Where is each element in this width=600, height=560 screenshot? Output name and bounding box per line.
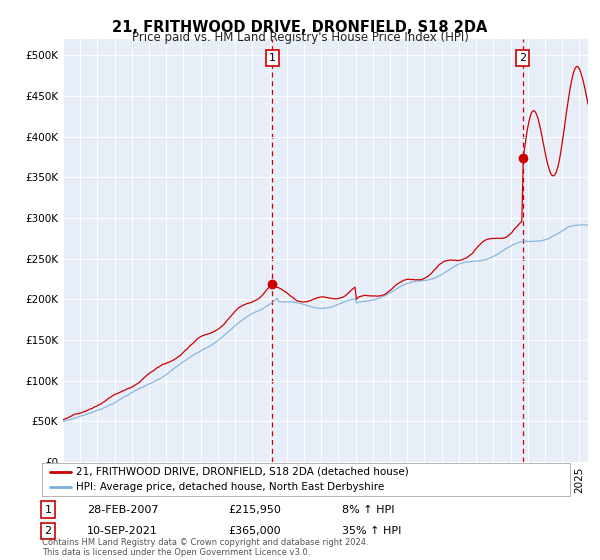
Text: Price paid vs. HM Land Registry's House Price Index (HPI): Price paid vs. HM Land Registry's House … bbox=[131, 31, 469, 44]
Text: Contains HM Land Registry data © Crown copyright and database right 2024.
This d: Contains HM Land Registry data © Crown c… bbox=[42, 538, 368, 557]
Text: 1: 1 bbox=[44, 505, 52, 515]
Text: 2: 2 bbox=[519, 53, 526, 63]
Text: £365,000: £365,000 bbox=[228, 526, 281, 536]
Text: £215,950: £215,950 bbox=[228, 505, 281, 515]
Text: 21, FRITHWOOD DRIVE, DRONFIELD, S18 2DA (detached house): 21, FRITHWOOD DRIVE, DRONFIELD, S18 2DA … bbox=[76, 467, 409, 477]
Text: HPI: Average price, detached house, North East Derbyshire: HPI: Average price, detached house, Nort… bbox=[76, 482, 385, 492]
Text: 35% ↑ HPI: 35% ↑ HPI bbox=[342, 526, 401, 536]
Text: 2: 2 bbox=[44, 526, 52, 536]
Text: 28-FEB-2007: 28-FEB-2007 bbox=[87, 505, 158, 515]
Text: 1: 1 bbox=[269, 53, 275, 63]
Text: 21, FRITHWOOD DRIVE, DRONFIELD, S18 2DA: 21, FRITHWOOD DRIVE, DRONFIELD, S18 2DA bbox=[112, 20, 488, 35]
Text: 10-SEP-2021: 10-SEP-2021 bbox=[87, 526, 158, 536]
Text: 8% ↑ HPI: 8% ↑ HPI bbox=[342, 505, 395, 515]
